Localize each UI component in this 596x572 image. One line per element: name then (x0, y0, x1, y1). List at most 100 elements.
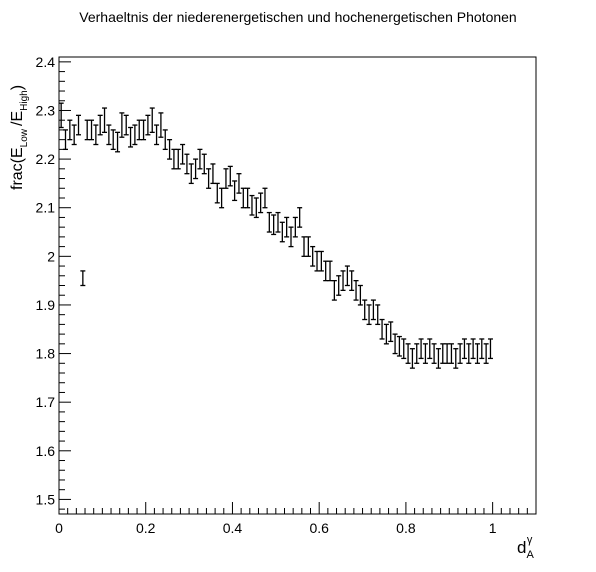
data-point (167, 138, 173, 160)
y-axis: 1.5 1.6 1.7 1.8 1.9 2 2.1 2.2 2.3 2.4 (36, 54, 71, 510)
data-point (301, 236, 307, 257)
data-point (288, 226, 294, 248)
data-point (440, 343, 446, 364)
data-point (448, 343, 454, 364)
data-point (110, 129, 116, 151)
data-point (414, 343, 420, 364)
data-point (253, 197, 259, 219)
data-point (84, 119, 90, 141)
data-point (336, 275, 342, 296)
y-label-middle: /E (9, 111, 26, 126)
data-point (444, 343, 450, 364)
data-point (279, 221, 285, 243)
y-label-sub1: Low (19, 128, 30, 147)
data-point (149, 107, 155, 134)
data-point (227, 165, 233, 187)
x-axis: 0 0.2 0.4 0.6 0.8 1 (55, 502, 528, 536)
data-point (266, 211, 272, 233)
data-point (362, 299, 368, 321)
data-point (297, 207, 303, 228)
data-point (409, 348, 415, 369)
data-point (93, 124, 99, 146)
data-point (188, 163, 194, 185)
data-point (310, 245, 316, 267)
data-point (128, 126, 134, 148)
data-point (193, 158, 199, 180)
data-point (466, 343, 472, 364)
data-point (275, 211, 281, 233)
data-point (483, 343, 489, 364)
data-point (474, 343, 480, 364)
plot-frame (58, 56, 537, 515)
data-point (67, 119, 73, 141)
data-point (214, 182, 220, 204)
data-point (344, 265, 350, 287)
data-point (340, 270, 346, 292)
data-point (479, 338, 485, 360)
data-point (171, 148, 177, 170)
x-label-sup: γ (527, 534, 533, 546)
data-point (119, 112, 125, 138)
y-tick-label: 1.8 (36, 346, 56, 362)
data-point (240, 187, 246, 209)
x-tick-label: 0.6 (309, 520, 329, 536)
x-tick-label: 0.8 (396, 520, 416, 536)
y-tick-label: 2 (47, 248, 55, 264)
data-point (487, 338, 493, 360)
data-point (80, 270, 86, 287)
data-point (184, 153, 190, 175)
data-point (427, 338, 433, 360)
data-point (418, 338, 424, 360)
data-point (349, 270, 355, 292)
data-point (76, 114, 82, 136)
data-point (375, 304, 381, 326)
data-points (58, 102, 493, 369)
x-tick-label: 0.2 (136, 520, 156, 536)
data-point (223, 168, 229, 189)
y-tick-label: 1.5 (36, 491, 56, 507)
y-label-sub2: High (19, 90, 30, 111)
data-point (63, 129, 69, 151)
data-point (396, 335, 402, 357)
data-point (305, 236, 311, 257)
data-point (232, 180, 238, 202)
x-tick-label: 0.4 (223, 520, 243, 536)
x-label-base: d (517, 538, 526, 557)
data-point (422, 343, 428, 364)
data-point (136, 119, 142, 141)
data-point (271, 214, 277, 236)
data-point (201, 153, 207, 175)
data-point (435, 348, 441, 369)
data-point (284, 216, 290, 238)
x-label-sub: A (526, 549, 534, 561)
y-label-prefix: frac(E (9, 147, 26, 190)
data-point (453, 348, 459, 369)
data-point (323, 260, 329, 282)
data-point (258, 192, 264, 214)
chart-title: Verhaeltnis der niederenergetischen und … (79, 9, 517, 25)
data-point (331, 279, 337, 301)
data-point (392, 333, 398, 355)
x-tick-label: 1 (489, 520, 497, 536)
x-tick-label: 0 (55, 520, 63, 536)
data-point (132, 124, 138, 146)
data-point (97, 114, 103, 136)
data-point (158, 112, 164, 138)
data-point (318, 250, 324, 272)
data-point (353, 279, 359, 301)
data-point (366, 304, 372, 326)
data-point (58, 102, 64, 129)
data-point (89, 119, 95, 141)
data-point (102, 107, 108, 134)
data-point (461, 338, 467, 360)
data-point (249, 194, 255, 216)
y-tick-label: 2.3 (36, 102, 56, 118)
y-axis-label: frac(ELow/EHigh) (9, 85, 30, 190)
x-axis-label: dAγ (517, 534, 534, 561)
data-point (197, 148, 203, 170)
data-point (206, 168, 212, 189)
data-point (470, 338, 476, 360)
data-point (379, 318, 385, 340)
data-point (245, 187, 251, 209)
